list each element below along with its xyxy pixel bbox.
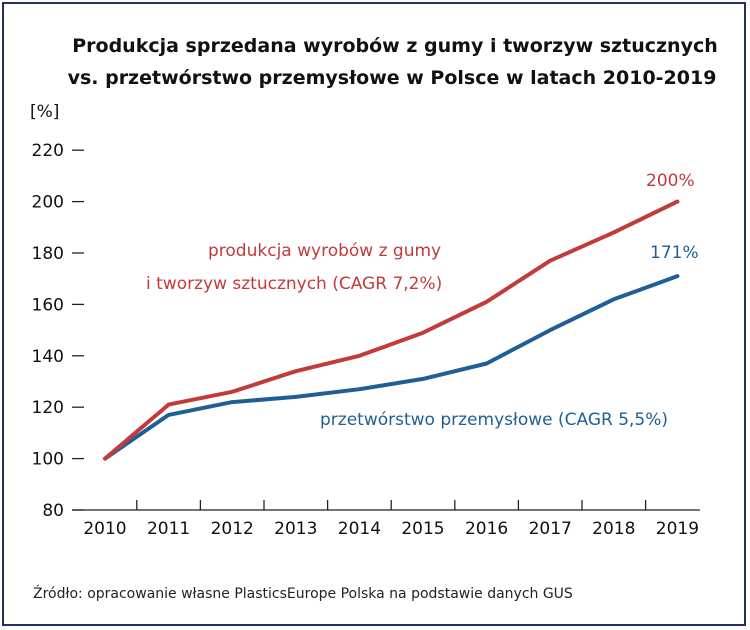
series-label-manufacturing: przetwórstwo przemysłowe (CAGR 5,5%): [320, 410, 668, 430]
x-tick-label: 2015: [401, 519, 444, 539]
y-tick-label: 120: [32, 398, 64, 418]
series-label-plastics-line-1: produkcja wyrobów z gumy: [208, 241, 441, 261]
y-tick-label: 180: [32, 244, 64, 264]
x-tick-label: 2014: [338, 519, 381, 539]
chart-title-line-2: vs. przetwórstwo przemysłowe w Polsce w …: [68, 67, 717, 89]
y-tick-label: 100: [32, 450, 64, 470]
x-tick-label: 2011: [147, 519, 190, 539]
y-tick-label: 140: [32, 347, 64, 367]
end-label-manufacturing: 171%: [650, 243, 699, 263]
series-line-plastics: [103, 199, 680, 461]
x-tick-label: 2019: [656, 519, 699, 539]
y-tick-label: 80: [42, 501, 64, 521]
y-axis-unit-label: [%]: [30, 102, 59, 122]
x-tick-label: 2013: [274, 519, 317, 539]
x-tick-label: 2018: [592, 519, 635, 539]
series-label-plastics-line-2: i tworzyw sztucznych (CAGR 7,2%): [146, 274, 442, 294]
x-tick-label: 2016: [465, 519, 508, 539]
chart-title-line-1: Produkcja sprzedana wyrobów z gumy i two…: [72, 35, 718, 57]
series-line-manufacturing: [103, 274, 680, 461]
x-tick-label: 2017: [529, 519, 572, 539]
end-label-plastics: 200%: [646, 171, 695, 191]
y-tick-label: 220: [32, 141, 64, 161]
x-tick-label: 2012: [211, 519, 254, 539]
source-note: Źródło: opracowanie własne PlasticsEurop…: [33, 584, 573, 602]
y-tick-label: 200: [32, 193, 64, 213]
y-tick-label: 160: [32, 295, 64, 315]
x-tick-label: 2010: [83, 519, 126, 539]
